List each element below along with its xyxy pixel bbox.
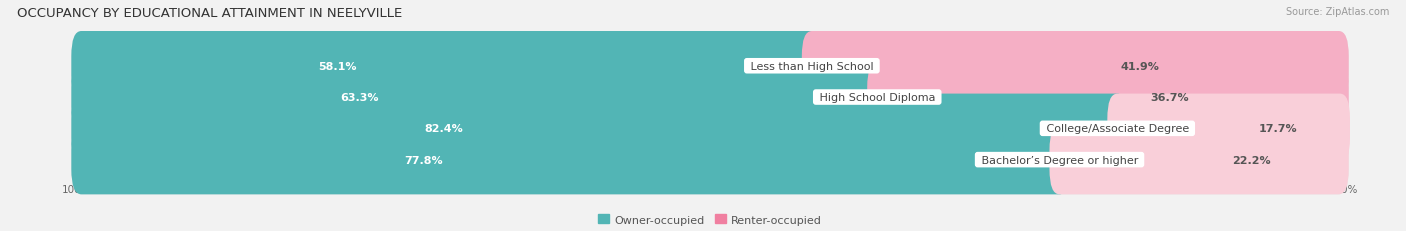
FancyBboxPatch shape	[72, 94, 1348, 163]
Text: 77.8%: 77.8%	[405, 155, 443, 165]
FancyBboxPatch shape	[868, 63, 1348, 132]
Text: 22.2%: 22.2%	[1232, 155, 1271, 165]
FancyBboxPatch shape	[72, 63, 887, 132]
FancyBboxPatch shape	[72, 32, 1348, 101]
FancyBboxPatch shape	[72, 32, 823, 101]
Text: 36.7%: 36.7%	[1150, 93, 1188, 103]
FancyBboxPatch shape	[801, 32, 1348, 101]
FancyBboxPatch shape	[1049, 125, 1348, 195]
Text: Bachelor’s Degree or higher: Bachelor’s Degree or higher	[977, 155, 1142, 165]
Text: 17.7%: 17.7%	[1258, 124, 1298, 134]
FancyBboxPatch shape	[72, 125, 1348, 195]
FancyBboxPatch shape	[72, 94, 1128, 163]
Text: OCCUPANCY BY EDUCATIONAL ATTAINMENT IN NEELYVILLE: OCCUPANCY BY EDUCATIONAL ATTAINMENT IN N…	[17, 7, 402, 20]
Text: High School Diploma: High School Diploma	[815, 93, 939, 103]
FancyBboxPatch shape	[1108, 94, 1350, 163]
Text: 41.9%: 41.9%	[1121, 61, 1160, 71]
Text: College/Associate Degree: College/Associate Degree	[1042, 124, 1192, 134]
Text: 58.1%: 58.1%	[318, 61, 356, 71]
Text: Source: ZipAtlas.com: Source: ZipAtlas.com	[1285, 7, 1389, 17]
Text: 82.4%: 82.4%	[425, 124, 464, 134]
Legend: Owner-occupied, Renter-occupied: Owner-occupied, Renter-occupied	[593, 210, 827, 229]
Text: Less than High School: Less than High School	[747, 61, 877, 71]
Text: 63.3%: 63.3%	[340, 93, 380, 103]
FancyBboxPatch shape	[72, 125, 1070, 195]
FancyBboxPatch shape	[72, 63, 1348, 132]
